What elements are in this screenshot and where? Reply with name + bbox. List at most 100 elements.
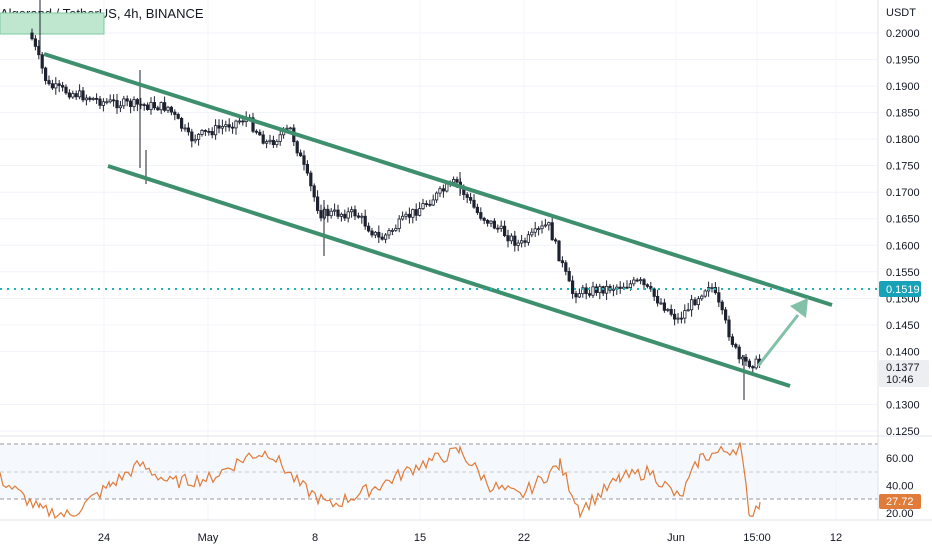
candle-body [227, 124, 231, 128]
candle-body [132, 99, 136, 107]
candle-body [734, 344, 738, 348]
candle-body [673, 313, 677, 320]
price-tick-label: 0.1950 [886, 55, 920, 67]
candle-body [632, 279, 636, 285]
candle-body [112, 99, 116, 102]
candle-body [315, 196, 320, 211]
candle-body [530, 231, 534, 236]
candle-body [88, 97, 92, 100]
candle-body [496, 227, 500, 230]
candle-body [642, 279, 646, 286]
candle-body [275, 140, 279, 146]
candle-body [516, 242, 520, 246]
candle-body [428, 203, 432, 206]
candle-body [598, 286, 602, 293]
projection-arrow[interactable] [756, 298, 808, 367]
candle-body [475, 206, 480, 213]
candle-body [353, 209, 357, 217]
candle-body [44, 67, 48, 81]
candle-body [115, 100, 119, 109]
candle-body [74, 93, 78, 98]
candle-body [210, 131, 214, 136]
last-price-tag: 0.1377 10:46 [879, 360, 929, 387]
candle-body [676, 317, 680, 320]
candle-body [108, 99, 112, 103]
countdown-tag-text: 10:46 [886, 374, 914, 386]
candle-body [305, 164, 310, 174]
candle-body [234, 120, 238, 129]
candle-body [40, 54, 44, 69]
candle-body [30, 32, 34, 40]
arrow-shaft [756, 314, 800, 367]
candle-body [360, 215, 364, 218]
candle-body [397, 218, 401, 229]
candle-body [288, 127, 293, 130]
price-tick-label: 0.1600 [886, 240, 920, 252]
candle-body [332, 209, 337, 212]
candle-body [690, 299, 694, 311]
time-tick-label: Jun [667, 532, 685, 544]
candle-body [118, 105, 122, 109]
time-tick-label: May [198, 532, 219, 544]
candle-body [196, 134, 201, 140]
candle-body [377, 231, 381, 238]
candle-body [741, 356, 745, 360]
candle-body [81, 90, 85, 101]
candle-body [258, 131, 262, 136]
candle-body [693, 299, 697, 306]
candle-body [686, 309, 690, 312]
candle-body [574, 293, 578, 298]
candle-body [618, 286, 622, 289]
candle-body [683, 310, 687, 319]
time-tick-label: 12 [830, 532, 842, 544]
candle-body [217, 125, 221, 129]
candle-body [509, 235, 514, 242]
candle-body [628, 283, 633, 288]
candle-body [591, 286, 595, 296]
candle-body [564, 262, 568, 272]
candle-body [91, 98, 95, 100]
candle-body [95, 98, 99, 100]
candle-body [47, 80, 51, 85]
candle-body [64, 86, 68, 94]
candle-body [285, 127, 289, 130]
candle-body [105, 101, 109, 104]
price-tick-label: 0.1700 [886, 187, 920, 199]
channel-upper-line[interactable] [43, 52, 833, 307]
candle-body [479, 212, 483, 219]
candle-body [84, 97, 88, 101]
candle-body [169, 106, 173, 113]
candle-body [499, 225, 503, 229]
candle-body [696, 298, 701, 306]
candle-body [455, 179, 459, 183]
candle-body [441, 188, 446, 192]
rsi-tick-label: 20.00 [886, 508, 914, 520]
candle-body [700, 295, 704, 300]
candle-body [78, 90, 82, 98]
candle-body [720, 301, 724, 311]
time-tick-label: 8 [312, 532, 318, 544]
candle-body [220, 126, 224, 129]
candle-body [662, 302, 667, 311]
candle-body [434, 192, 439, 201]
candle-body [523, 240, 527, 243]
candle-body [649, 286, 653, 290]
candle-body [639, 279, 643, 282]
price-tick-label: 0.1850 [886, 108, 920, 120]
candle-body [710, 287, 714, 289]
candle-body [336, 209, 340, 217]
candle-body [605, 285, 609, 294]
candle-body [149, 102, 153, 110]
candle-body [261, 134, 265, 144]
time-tick-label: 15:00 [743, 532, 771, 544]
channel-lower-line[interactable] [107, 164, 791, 388]
candle-body [543, 224, 548, 227]
candle-body [571, 280, 575, 294]
candle-body [400, 215, 405, 220]
time-tick-label: 24 [98, 532, 110, 544]
candle-body [390, 229, 395, 232]
candle-body [581, 287, 585, 295]
candle-body [346, 211, 350, 219]
candle-body [135, 99, 139, 105]
